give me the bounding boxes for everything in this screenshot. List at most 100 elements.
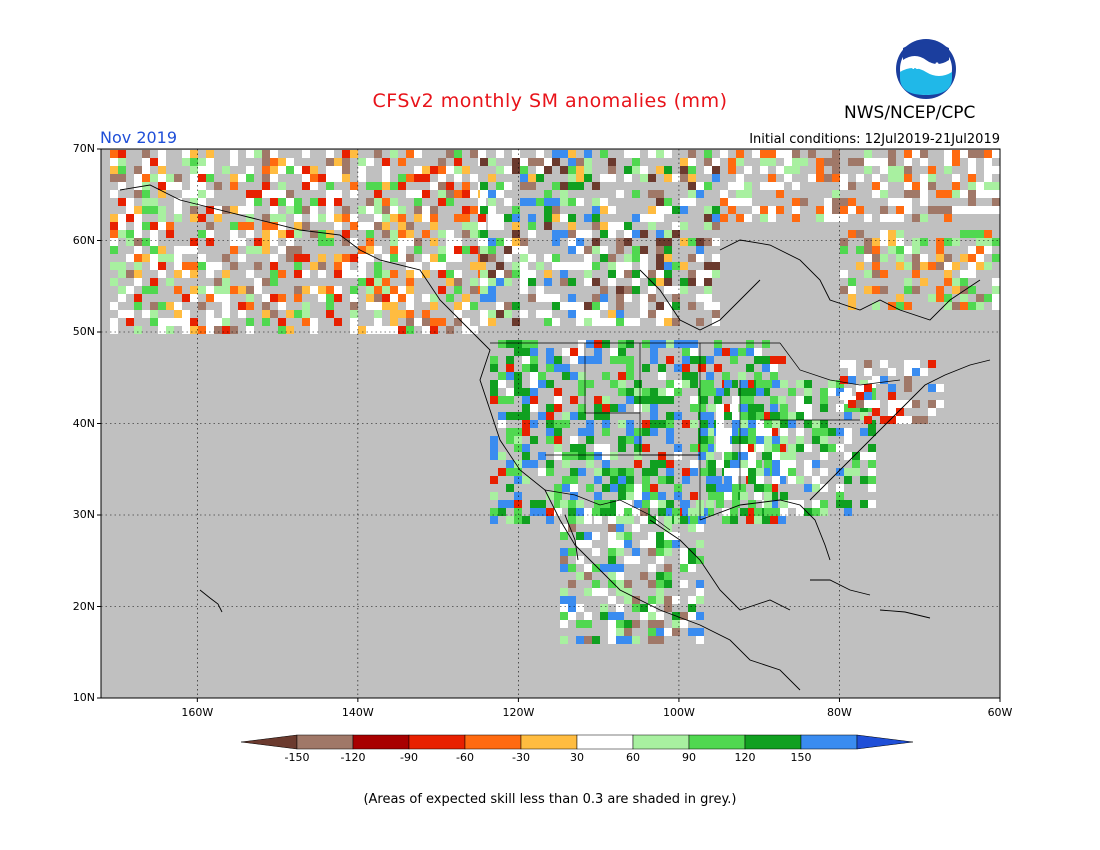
anomaly-cell	[430, 326, 438, 334]
anomaly-cell	[708, 388, 716, 396]
anomaly-cell	[944, 190, 952, 198]
anomaly-cell	[640, 174, 648, 182]
anomaly-cell	[568, 262, 576, 270]
anomaly-cell	[672, 294, 680, 302]
anomaly-cell	[650, 484, 658, 492]
anomaly-cell	[780, 500, 788, 508]
anomaly-cell	[158, 206, 166, 214]
anomaly-cell	[134, 294, 142, 302]
anomaly-cell	[514, 492, 522, 500]
anomaly-cell	[740, 380, 748, 388]
anomaly-cell	[712, 174, 720, 182]
anomaly-cell	[576, 516, 584, 524]
anomaly-cell	[198, 182, 206, 190]
anomaly-cell	[592, 588, 600, 596]
anomaly-cell	[716, 436, 724, 444]
anomaly-cell	[936, 190, 944, 198]
anomaly-cell	[812, 476, 820, 484]
anomaly-cell	[812, 420, 820, 428]
colorbar-tick-label: -60	[456, 751, 474, 764]
anomaly-cell	[552, 214, 560, 222]
anomaly-cell	[560, 636, 568, 644]
political-borders	[490, 342, 901, 531]
anomaly-cell	[664, 524, 672, 532]
anomaly-cell	[158, 222, 166, 230]
anomaly-cell	[318, 294, 326, 302]
anomaly-cell	[920, 262, 928, 270]
anomaly-cell	[496, 262, 504, 270]
anomaly-cell	[904, 182, 912, 190]
anomaly-cell	[664, 278, 672, 286]
colorbar-segment	[576, 734, 634, 750]
anomaly-cell	[174, 262, 182, 270]
anomaly-cell	[868, 444, 876, 452]
anomaly-cell	[796, 476, 804, 484]
anomaly-cell	[230, 286, 238, 294]
anomaly-cell	[688, 158, 696, 166]
anomaly-cell	[626, 356, 634, 364]
anomaly-cell	[576, 572, 584, 580]
anomaly-cell	[366, 158, 374, 166]
anomaly-cell	[198, 286, 206, 294]
anomaly-cell	[754, 508, 762, 516]
anomaly-cell	[820, 388, 828, 396]
anomaly-cell	[198, 158, 206, 166]
anomaly-cell	[706, 476, 714, 484]
anomaly-cell	[618, 484, 626, 492]
anomaly-cell	[488, 158, 496, 166]
anomaly-cell	[278, 166, 286, 174]
anomaly-cell	[640, 540, 648, 548]
anomaly-cell	[976, 294, 984, 302]
anomaly-cell	[688, 612, 696, 620]
anomaly-cell	[722, 388, 730, 396]
anomaly-cell	[570, 500, 578, 508]
anomaly-cell	[740, 492, 748, 500]
anomaly-cell	[624, 262, 632, 270]
anomaly-cell	[852, 452, 860, 460]
anomaly-cell	[470, 278, 478, 286]
anomaly-cell	[398, 294, 406, 302]
anomaly-cell	[374, 262, 382, 270]
anomaly-cell	[848, 182, 856, 190]
anomaly-cell	[656, 206, 664, 214]
anomaly-cell	[190, 246, 198, 254]
anomaly-cell	[530, 348, 538, 356]
anomaly-cell	[904, 190, 912, 198]
anomaly-cell	[616, 628, 624, 636]
anomaly-cell	[522, 412, 530, 420]
anomaly-cell	[666, 380, 674, 388]
anomaly-cell	[536, 286, 544, 294]
anomaly-cell	[756, 420, 764, 428]
anomaly-cell	[680, 548, 688, 556]
anomaly-cell	[406, 174, 414, 182]
anomaly-cell	[382, 166, 390, 174]
anomaly-cell	[512, 230, 520, 238]
anomaly-cell	[666, 436, 674, 444]
anomaly-cell	[666, 500, 674, 508]
anomaly-cell	[366, 222, 374, 230]
anomaly-cell	[584, 572, 592, 580]
anomaly-cell	[928, 408, 936, 416]
anomaly-cell	[398, 174, 406, 182]
valid-month-label: Nov 2019	[100, 128, 178, 147]
anomaly-cell	[480, 318, 488, 326]
anomaly-cell	[626, 388, 634, 396]
anomaly-cell	[712, 206, 720, 214]
anomaly-cell	[680, 166, 688, 174]
anomaly-cell	[446, 270, 454, 278]
anomaly-cell	[560, 262, 568, 270]
anomaly-cell	[358, 166, 366, 174]
anomaly-cell	[666, 412, 674, 420]
anomaly-cell	[342, 262, 350, 270]
anomaly-cell	[230, 262, 238, 270]
anomaly-cell	[616, 500, 624, 508]
anomaly-cell	[778, 516, 786, 524]
anomaly-cell	[310, 286, 318, 294]
anomaly-cell	[592, 238, 600, 246]
anomaly-cell	[770, 428, 778, 436]
anomaly-cell	[984, 158, 992, 166]
anomaly-cell	[326, 310, 334, 318]
anomaly-cell	[318, 198, 326, 206]
anomaly-cell	[864, 384, 872, 392]
anomaly-cell	[608, 596, 616, 604]
